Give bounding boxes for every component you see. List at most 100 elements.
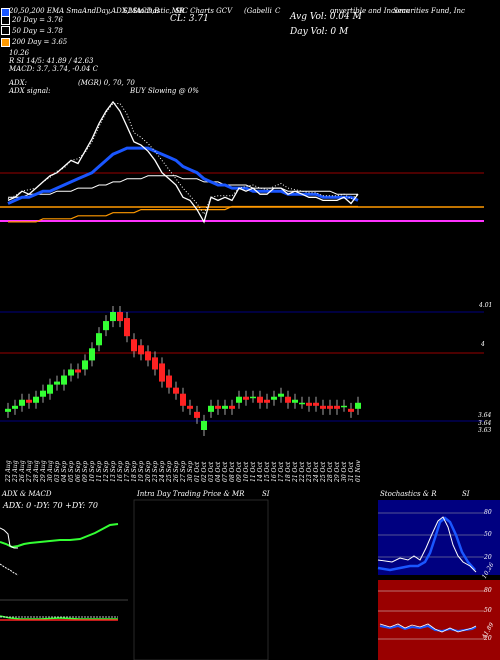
ema200-swatch bbox=[1, 26, 10, 35]
stoch-level-80: 80 bbox=[484, 509, 492, 516]
candle bbox=[201, 420, 207, 430]
candle bbox=[82, 360, 88, 370]
candle bbox=[19, 399, 25, 406]
adx-panel-bg bbox=[0, 500, 128, 660]
date-tick-label: 10 Oct bbox=[243, 461, 250, 482]
candle bbox=[145, 351, 151, 361]
candle bbox=[138, 345, 144, 355]
candle bbox=[124, 318, 130, 337]
candle bbox=[173, 387, 179, 394]
candle bbox=[12, 405, 18, 409]
ema200-label: 200 Day = 3.65 bbox=[12, 38, 68, 46]
candle bbox=[250, 396, 256, 399]
day-volume: Day Vol: 0 M bbox=[290, 27, 349, 37]
rsi-panel-bg bbox=[378, 580, 500, 660]
ema20-label: 20 Day = 3.76 bbox=[12, 16, 63, 24]
ema200b-swatch bbox=[1, 38, 10, 47]
candle bbox=[327, 405, 333, 409]
date-tick-label: 01 Oct bbox=[194, 461, 201, 482]
stoch-level-50: 50 bbox=[484, 531, 492, 538]
header-symbol-1: (Gabelli bbox=[244, 7, 272, 15]
header-charts: SIC Charts GCV bbox=[175, 7, 233, 15]
candle bbox=[96, 333, 102, 346]
date-tick-label: 22 Oct bbox=[299, 461, 306, 483]
intraday-panel-box bbox=[133, 499, 269, 660]
candle bbox=[103, 321, 109, 331]
candle bbox=[40, 390, 46, 397]
candle bbox=[68, 369, 74, 376]
date-tick-label: 09 Oct bbox=[236, 461, 243, 482]
date-tick-label: 17 Sep bbox=[124, 461, 131, 482]
indicator-value: 10.26 bbox=[9, 49, 30, 57]
date-tick-label: 19 Sep bbox=[138, 461, 145, 482]
candle bbox=[320, 405, 326, 409]
date-tick-label: 31 Oct bbox=[348, 461, 355, 482]
candle bbox=[89, 348, 95, 361]
stoch-level-20: 20 bbox=[484, 554, 492, 561]
stoch-k-line bbox=[377, 516, 477, 573]
candle bbox=[187, 405, 193, 409]
rsi-level-20: 20 bbox=[484, 635, 492, 642]
ema50-line bbox=[8, 175, 358, 198]
date-tick-label: 29 Oct bbox=[334, 461, 341, 483]
price-label-low1: 3.64 bbox=[478, 412, 492, 419]
date-tick-label: 08 Oct bbox=[229, 461, 236, 482]
candle bbox=[271, 396, 277, 400]
candle bbox=[117, 312, 123, 322]
candle bbox=[54, 381, 60, 385]
candle bbox=[215, 405, 221, 409]
rsi-level-80: 80 bbox=[484, 587, 492, 594]
candle bbox=[236, 396, 242, 403]
candle bbox=[110, 312, 116, 322]
date-tick-label: 21 Oct bbox=[292, 461, 299, 483]
date-tick-label: 30 Sep bbox=[187, 461, 194, 482]
candle bbox=[75, 369, 81, 373]
date-tick-label: 09 Sep bbox=[82, 461, 89, 482]
candle bbox=[306, 402, 312, 406]
date-tick-label: 23 Oct bbox=[306, 461, 313, 483]
date-tick-label: 16 Oct bbox=[271, 461, 278, 482]
date-tick-label: 04 Sep bbox=[61, 461, 68, 482]
adx-values: ADX: 0 -DY: 70 +DY: 70 bbox=[3, 501, 98, 510]
date-tick-label: 11 Sep bbox=[96, 461, 103, 482]
candle bbox=[152, 357, 158, 370]
date-tick-label: 28 Oct bbox=[327, 461, 334, 483]
candle bbox=[313, 402, 319, 406]
date-tick-label: 24 Oct bbox=[313, 461, 320, 483]
adx-line bbox=[0, 563, 19, 576]
date-tick-label: 24 Sep bbox=[159, 461, 166, 483]
rsi-level-50: 50 bbox=[484, 607, 492, 614]
candle bbox=[166, 375, 172, 388]
date-tick-label: 11 Oct bbox=[250, 461, 257, 482]
date-tick-label: 27 Aug bbox=[26, 460, 33, 483]
stoch-d-line bbox=[377, 516, 476, 572]
price-label-top: 4.01 bbox=[479, 302, 493, 309]
buy-label: BUY Slowing @ 0% bbox=[130, 87, 199, 95]
date-tick-label: 05 Sep bbox=[68, 461, 75, 482]
date-tick-label: 01 Nov bbox=[355, 460, 362, 482]
ema50-label: 50 Day = 3.78 bbox=[12, 27, 63, 35]
close-line bbox=[7, 100, 359, 224]
candle bbox=[355, 402, 361, 409]
date-tick-label: 16 Sep bbox=[117, 461, 124, 482]
adx-label: ADX: bbox=[9, 79, 28, 87]
date-tick-label: 07 Oct bbox=[222, 461, 229, 482]
candle bbox=[5, 408, 11, 412]
adx-minus-line bbox=[0, 527, 18, 549]
date-tick-label: 23 Aug bbox=[12, 460, 19, 483]
candle bbox=[26, 399, 32, 403]
date-tick-label: 29 Aug bbox=[40, 460, 47, 483]
candle bbox=[47, 384, 53, 394]
date-tick-label: 26 Aug bbox=[19, 460, 26, 483]
date-tick-label: 12 Sep bbox=[103, 461, 110, 482]
candle bbox=[243, 396, 249, 400]
candle bbox=[194, 411, 200, 418]
candle bbox=[299, 402, 305, 405]
candle bbox=[292, 399, 298, 403]
date-tick-label: 06 Sep bbox=[75, 461, 82, 482]
panel-intraday-title: Intra Day Trading Price & MR bbox=[137, 490, 245, 498]
price-label-low3: 3.63 bbox=[478, 427, 492, 434]
date-tick-label: 13 Sep bbox=[110, 461, 117, 482]
candle bbox=[159, 363, 165, 382]
